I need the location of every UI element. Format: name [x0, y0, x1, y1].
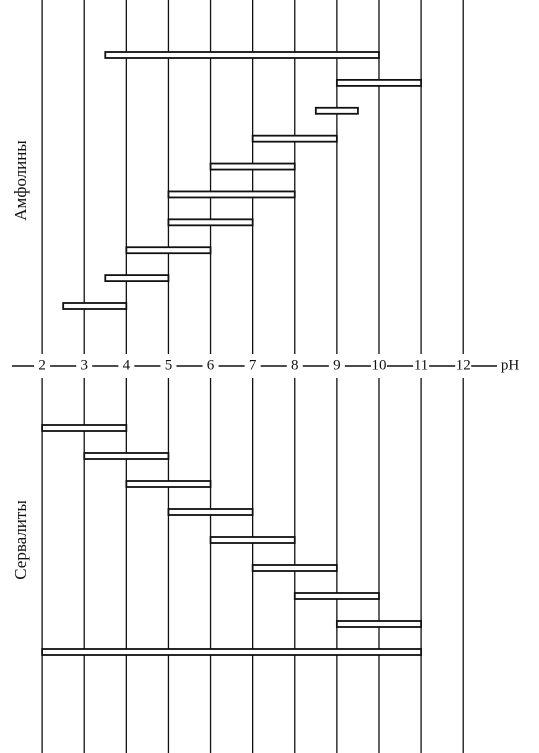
- range-bar: [335, 78, 422, 87]
- x-tick-label: 12: [456, 357, 471, 373]
- tick-label-bg: [34, 357, 51, 375]
- range-bar: [41, 424, 128, 432]
- tick-label-bg: [413, 357, 430, 375]
- range-bar: [167, 218, 254, 227]
- x-tick-label: 10: [371, 357, 386, 373]
- range-bar: [251, 564, 338, 572]
- tick-label-bg: [286, 357, 303, 375]
- tick-label-bg: [244, 357, 261, 375]
- x-tick-label: 4: [123, 357, 131, 373]
- x-tick-label: 2: [38, 357, 46, 373]
- range-bar: [104, 51, 380, 59]
- tick-label-bg: [455, 357, 472, 375]
- x-axis-label: pH: [501, 357, 520, 373]
- tick-label-bg: [202, 357, 219, 375]
- range-bar: [125, 480, 212, 488]
- range-bar: [62, 302, 128, 310]
- range-bar: [41, 648, 422, 656]
- range-bar: [167, 190, 296, 199]
- series-label: Сервалиты: [11, 500, 30, 580]
- series-label: Амфолины: [11, 140, 30, 221]
- x-tick-label: 3: [80, 357, 88, 373]
- range-bar: [251, 134, 338, 143]
- x-tick-label: 9: [333, 357, 341, 373]
- tick-label-bg: [76, 357, 93, 375]
- range-bar: [209, 536, 296, 544]
- range-bar: [83, 452, 170, 460]
- tick-label-bg: [370, 357, 387, 375]
- range-bar: [335, 620, 422, 628]
- range-bar: [293, 592, 380, 600]
- range-bar: [104, 274, 170, 283]
- x-tick-label: 7: [249, 357, 257, 373]
- range-bar: [167, 508, 254, 516]
- x-tick-label: 11: [414, 357, 428, 373]
- tick-label-bg: [328, 357, 345, 375]
- tick-label-bg: [160, 357, 177, 375]
- range-bar: [209, 162, 296, 171]
- range-bar: [125, 246, 212, 255]
- tick-label-bg: [118, 357, 135, 375]
- x-tick-label: 8: [291, 357, 299, 373]
- range-bar: [314, 106, 359, 115]
- x-tick-label: 5: [165, 357, 173, 373]
- x-tick-label: 6: [207, 357, 215, 373]
